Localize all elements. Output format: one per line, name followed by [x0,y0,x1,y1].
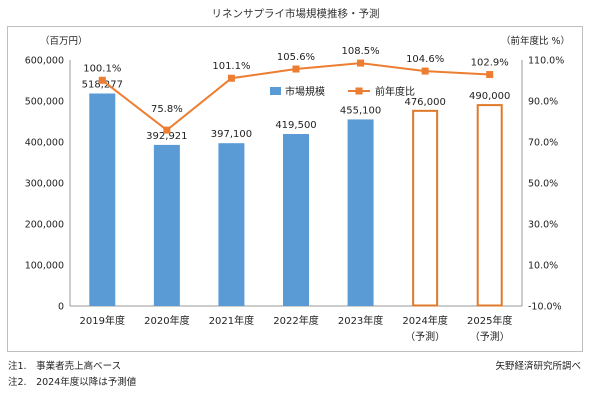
yoy-marker [292,65,300,73]
category-label: 2023年度 [338,314,383,327]
left-tick-label: 400,000 [25,138,64,149]
legend-line-label: 前年度比 [375,85,415,98]
yoy-marker [421,67,429,75]
category-label: 2022年度 [273,314,318,327]
bar-value-label: 518,277 [82,80,123,91]
category-sublabel: （予測） [405,330,445,343]
forecast-bar [476,104,503,307]
category-label: 2019年度 [80,314,125,327]
forecast-bar [412,109,439,307]
bar-value-label: 476,000 [404,97,445,108]
left-tick-label: 600,000 [25,56,64,67]
yoy-value-label: 104.6% [406,54,444,65]
chart-title: リネンサプライ市場規模推移・予測 [211,8,380,20]
category-label: 2024年度 [402,314,447,327]
market-size-bar [218,143,245,306]
right-tick-label: 110.0% [528,56,564,67]
left-tick-label: 200,000 [25,220,64,231]
yoy-marker [163,126,171,134]
market-size-bar [89,93,116,306]
category-sublabel: （予測） [470,330,510,343]
chart-frame [7,26,583,352]
bar-value-label: 455,100 [340,105,381,116]
category-label: 2020年度 [144,314,189,327]
yoy-value-label: 75.8% [151,104,183,115]
yoy-marker [227,74,235,82]
right-tick-label: -10.0% [528,302,562,313]
market-size-bar [283,134,309,306]
right-axis-unit: （前年度比 %） [501,35,570,47]
category-label: 2021年度 [209,314,254,327]
left-tick-label: 500,000 [25,97,64,108]
right-tick-label: 50.0% [528,179,558,190]
yoy-value-label: 102.9% [471,58,509,69]
footnote-2: 注2. 2024年度以降は予測値 [8,377,137,388]
source-note: 矢野経済研究所調べ [495,361,581,372]
right-tick-label: 30.0% [528,220,558,231]
bar-value-label: 419,500 [275,120,316,131]
left-tick-label: 0 [58,302,64,313]
legend-line-marker [355,87,363,95]
legend-bar-label: 市場規模 [285,85,325,98]
right-tick-label: 90.0% [528,97,558,108]
left-tick-label: 300,000 [25,179,64,190]
category-label: 2025年度 [467,314,512,327]
market-size-bar [153,144,180,306]
footnote-1: 注1. 事業者売上高ベース [8,361,122,372]
yoy-marker [486,71,494,79]
market-size-bar [347,119,374,306]
yoy-marker [357,59,365,67]
left-tick-label: 100,000 [25,261,64,272]
yoy-value-label: 105.6% [277,52,315,63]
yoy-value-label: 108.5% [342,46,380,57]
yoy-marker [98,76,106,84]
left-axis-unit: （百万円） [40,35,88,47]
bar-value-label: 392,921 [146,131,187,142]
right-tick-label: 70.0% [528,138,558,149]
legend-bar-swatch [270,87,281,95]
right-tick-label: 10.0% [528,261,558,272]
yoy-value-label: 100.1% [83,63,121,74]
bar-value-label: 397,100 [211,129,252,140]
bar-value-label: 490,000 [469,91,510,102]
yoy-value-label: 101.1% [212,61,250,72]
